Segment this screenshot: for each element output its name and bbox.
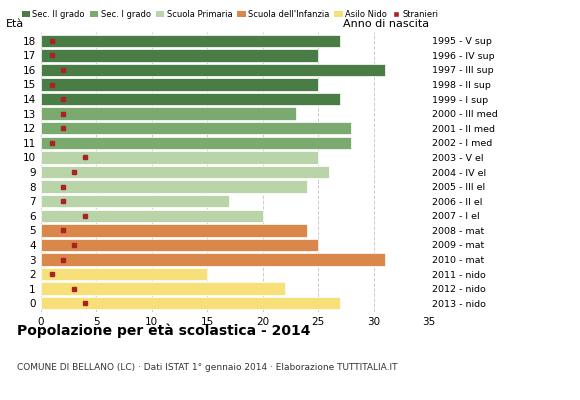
Bar (41, 64, 385, 76)
Text: COMUNE DI BELLANO (LC) · Dati ISTAT 1° gennaio 2014 · Elaborazione TUTTITALIA.IT: COMUNE DI BELLANO (LC) · Dati ISTAT 1° g… (17, 363, 398, 372)
Bar (41, 108, 296, 120)
Bar (41, 210, 263, 222)
Bar (41, 180, 307, 193)
Bar (41, 34, 340, 47)
Text: Popolazione per età scolastica - 2014: Popolazione per età scolastica - 2014 (17, 324, 311, 338)
Text: Anno di nascita: Anno di nascita (343, 19, 429, 29)
Bar (41, 122, 351, 134)
Bar (41, 49, 318, 62)
Bar (41, 78, 318, 91)
Bar (41, 297, 340, 310)
Bar (41, 93, 340, 105)
Bar (41, 224, 307, 236)
Bar (41, 151, 318, 164)
Bar (41, 239, 318, 251)
Bar (41, 268, 207, 280)
Bar (41, 166, 329, 178)
Legend: Sec. II grado, Sec. I grado, Scuola Primaria, Scuola dell'Infanzia, Asilo Nido, : Sec. II grado, Sec. I grado, Scuola Prim… (21, 10, 439, 19)
Text: Età: Età (6, 19, 24, 29)
Bar (41, 195, 229, 207)
Bar (41, 282, 285, 295)
Bar (41, 137, 351, 149)
Bar (41, 253, 385, 266)
